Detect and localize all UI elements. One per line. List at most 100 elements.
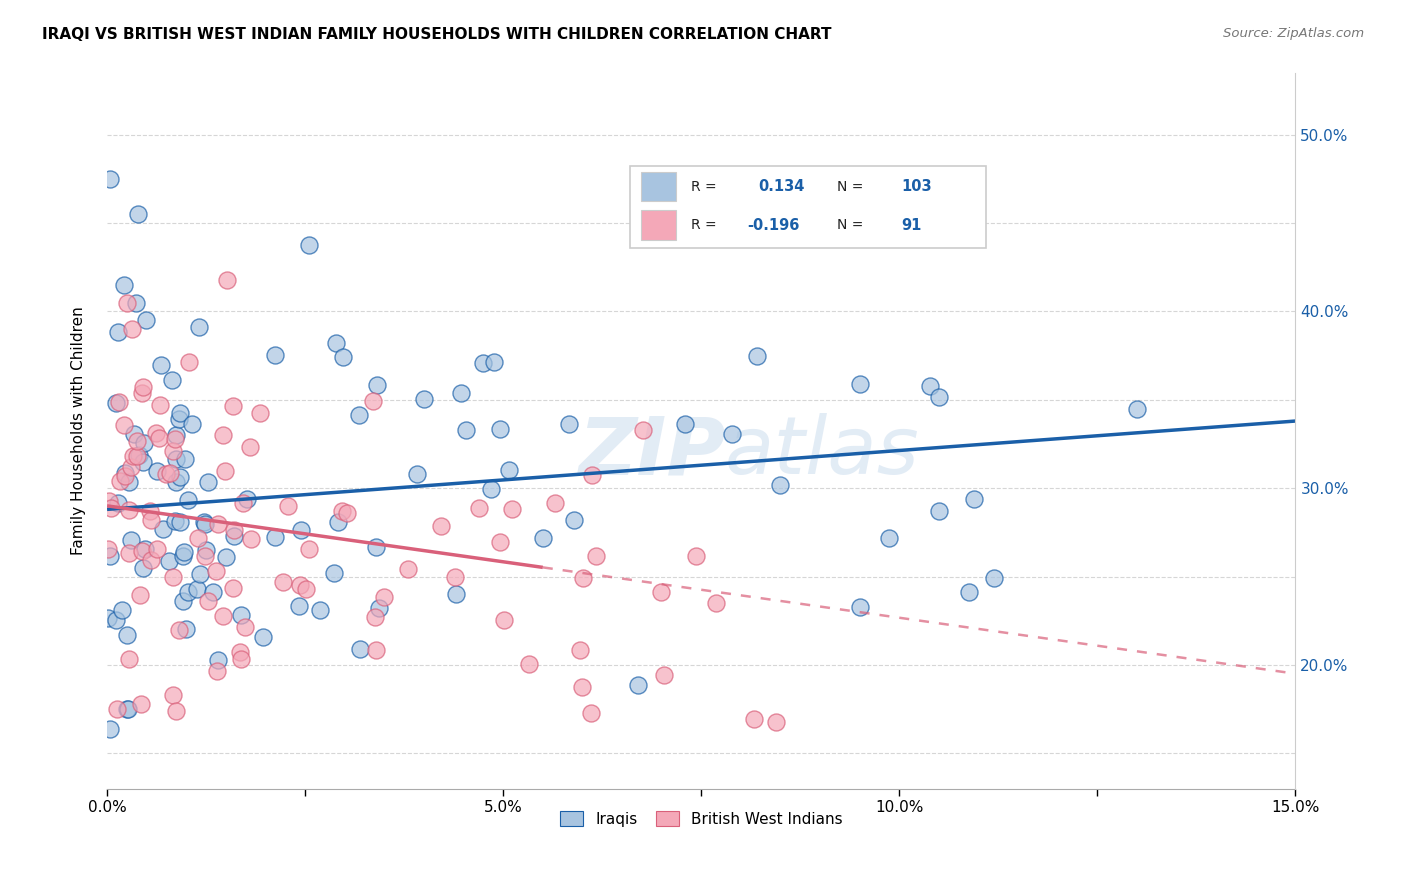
Point — [112, 418, 135, 433]
Point — [165, 475, 187, 490]
Point — [295, 582, 318, 597]
Point — [652, 667, 675, 681]
Point — [157, 554, 180, 568]
Point — [650, 585, 672, 599]
Point — [706, 596, 728, 610]
Point — [118, 503, 141, 517]
Point — [212, 608, 235, 623]
Point — [139, 504, 162, 518]
Point — [181, 417, 204, 431]
Text: ZIP: ZIP — [578, 413, 725, 491]
Point — [290, 523, 312, 537]
Point — [104, 395, 127, 409]
Point — [121, 322, 143, 336]
Point — [212, 428, 235, 442]
Point — [928, 503, 950, 517]
Point — [108, 475, 131, 489]
Point — [569, 642, 592, 657]
Point — [146, 541, 169, 556]
Point — [494, 613, 516, 627]
Point — [233, 620, 256, 634]
Point — [172, 549, 194, 563]
Point — [366, 378, 388, 392]
Point — [920, 379, 942, 393]
Point — [172, 594, 194, 608]
Point — [468, 500, 491, 515]
Point — [349, 409, 371, 423]
Point — [131, 543, 153, 558]
Point — [430, 518, 453, 533]
Point — [229, 607, 252, 622]
Point — [531, 532, 554, 546]
Point — [120, 459, 142, 474]
Point — [121, 449, 143, 463]
Point — [186, 582, 208, 596]
Point — [396, 562, 419, 576]
Point — [349, 642, 371, 657]
Point — [450, 386, 472, 401]
Point — [238, 440, 260, 454]
Point — [177, 584, 200, 599]
Point — [149, 398, 172, 412]
Point — [928, 390, 950, 404]
Point — [298, 542, 321, 557]
Point — [117, 295, 139, 310]
Point — [290, 578, 312, 592]
Point — [114, 469, 136, 483]
Point — [323, 566, 346, 580]
Point — [482, 355, 505, 369]
Point — [197, 475, 219, 489]
Point — [152, 523, 174, 537]
Point — [114, 277, 136, 292]
Point — [125, 295, 148, 310]
Point — [120, 533, 142, 547]
Point — [194, 549, 217, 563]
Point — [162, 569, 184, 583]
Point — [444, 570, 467, 584]
Point — [108, 395, 131, 409]
Point — [105, 614, 128, 628]
Point — [498, 463, 520, 477]
Point — [148, 431, 170, 445]
Point — [769, 478, 792, 492]
Point — [222, 399, 245, 413]
Point — [263, 530, 285, 544]
Point — [240, 532, 263, 546]
Point — [174, 622, 197, 636]
Point — [224, 529, 246, 543]
Point — [222, 582, 245, 596]
Point — [205, 564, 228, 578]
Point — [557, 417, 579, 431]
Point — [489, 534, 512, 549]
Point — [117, 651, 139, 665]
Point — [187, 320, 209, 334]
Point — [167, 623, 190, 637]
Point — [765, 715, 787, 730]
Point — [454, 423, 477, 437]
Point — [685, 549, 707, 563]
Text: IRAQI VS BRITISH WEST INDIAN FAMILY HOUSEHOLDS WITH CHILDREN CORRELATION CHART: IRAQI VS BRITISH WEST INDIAN FAMILY HOUS… — [42, 27, 832, 42]
Point — [114, 467, 136, 481]
Point — [135, 313, 157, 327]
Point — [562, 513, 585, 527]
Point — [169, 469, 191, 483]
Point — [298, 238, 321, 252]
Point — [155, 467, 177, 482]
Point — [252, 630, 274, 644]
Point — [169, 406, 191, 420]
Point — [328, 515, 350, 529]
Point — [193, 515, 215, 529]
Point — [571, 571, 593, 585]
Point — [134, 542, 156, 557]
Point — [235, 491, 257, 506]
Point — [165, 427, 187, 442]
Point — [177, 354, 200, 368]
Point — [224, 523, 246, 537]
Point — [879, 532, 901, 546]
Legend: Iraqis, British West Indians: Iraqis, British West Indians — [553, 804, 851, 835]
Point — [277, 499, 299, 513]
Point — [336, 507, 359, 521]
Point — [100, 501, 122, 516]
Point — [330, 504, 353, 518]
Point — [173, 452, 195, 467]
